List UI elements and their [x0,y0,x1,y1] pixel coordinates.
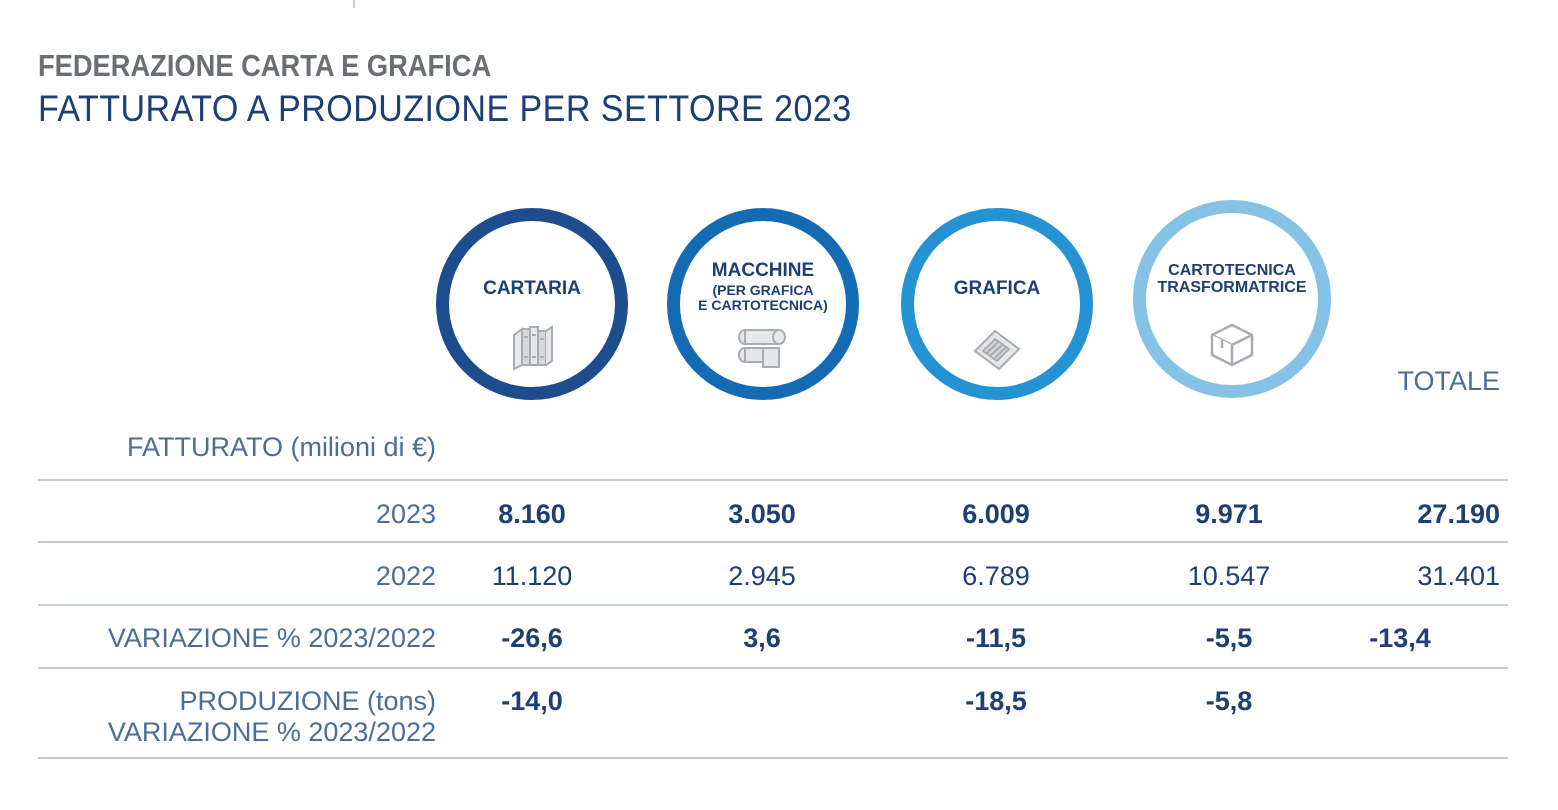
sector-circle-macchine: MACCHINE (PER GRAFICA E CARTOTECNICA) [667,208,859,400]
sector-label-cartotecnica: CARTOTECNICA [1168,262,1296,279]
sector-label-grafica: GRAFICA [953,278,1041,299]
table-cell: 10.547 [1187,561,1271,591]
row-label-produzione: PRODUZIONE (tons) [179,686,436,716]
totale-header: TOTALE [1397,366,1500,396]
table-cell: -11,5 [965,623,1027,653]
table-divider-4 [38,667,1508,669]
section-label-fatturato: FATTURATO (milioni di €) [126,432,436,462]
box-icon [1210,323,1254,367]
table-cell: 2.945 [728,561,796,591]
table-cell: 3.050 [728,499,796,529]
table-cell: -14,0 [501,686,563,716]
newspaper-icon [973,329,1021,371]
table-cell: 9.971 [1195,499,1263,529]
page-title: FATTURATO A PRODUZIONE PER SETTORE 2023 [38,88,852,129]
sector-sublabel-cartotecnica: TRASFORMATRICE [1157,279,1307,296]
books-icon [513,325,553,371]
table-divider-5 [38,757,1508,759]
row-label-variazione: VARIAZIONE % 2023/2022 [107,623,436,653]
sector-label-cartaria: CARTARIA [483,278,581,299]
top-divider-tick [353,0,355,8]
row-label-2023: 2023 [375,499,436,529]
org-title: FEDERAZIONE CARTA E GRAFICA [38,48,492,83]
table-cell-total: 31.401 [1417,561,1500,591]
table-cell: -5,8 [1205,686,1253,716]
table-divider-3 [38,604,1508,606]
sector-circle-cartaria: CARTARIA [436,208,628,400]
table-cell: 6.789 [962,561,1030,591]
sector-label-macchine: MACCHINE [711,260,815,281]
sector-sublabel-macchine-1: (PER GRAFICA [712,282,814,298]
sector-circle-cartotecnica: CARTOTECNICA TRASFORMATRICE [1133,200,1331,398]
row-label-2022: 2022 [375,561,436,591]
table-divider-2 [38,541,1508,543]
table-cell: -5,5 [1205,623,1253,653]
table-cell: 8.160 [498,499,566,529]
sector-sublabel-macchine-2: E CARTOTECNICA) [698,297,828,313]
table-cell-total: -13,4 [1369,623,1431,653]
table-cell: -26,6 [501,623,563,653]
table-divider-1 [38,479,1508,481]
row-label-produzione-variazione: VARIAZIONE % 2023/2022 [107,717,436,747]
table-cell: 3,6 [743,623,781,653]
sector-circle-grafica: GRAFICA [901,208,1093,400]
table-cell-total: 27.190 [1417,499,1500,529]
table-cell: -18,5 [965,686,1027,716]
printing-machine-icon [738,329,786,368]
table-cell: 6.009 [962,499,1030,529]
table-cell: 11.120 [491,561,573,591]
